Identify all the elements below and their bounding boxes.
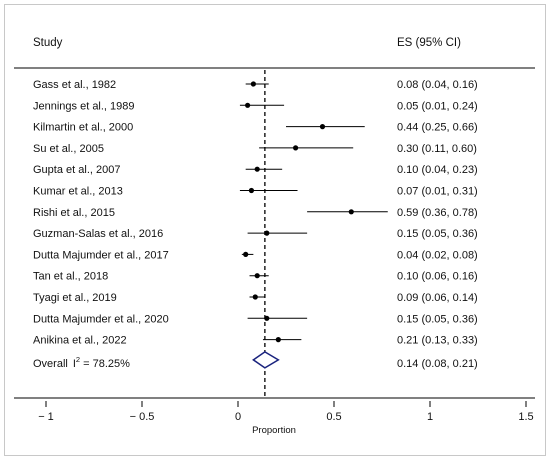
- study-row: Kumar et al., 2013 0.07 (0.01, 0.31): [33, 186, 478, 198]
- study-es-text: 0.15 (0.05, 0.36): [397, 228, 478, 240]
- effect-size-point: [319, 124, 326, 130]
- study-es-text: 0.07 (0.01, 0.31): [397, 186, 478, 198]
- study-row: Gass et al., 1982 0.08 (0.04, 0.16): [33, 79, 478, 91]
- study-es-text: 0.05 (0.01, 0.24): [397, 100, 478, 112]
- study-name: Tyagi et al., 2019: [33, 292, 117, 304]
- overall-es-text: 0.14 (0.08, 0.21): [397, 358, 478, 370]
- i2-superscript: 2: [76, 355, 80, 364]
- effect-size-point: [250, 81, 256, 87]
- study-es-text: 0.08 (0.04, 0.16): [397, 79, 478, 91]
- figure-border: [4, 4, 546, 456]
- study-es-text: 0.10 (0.04, 0.23): [397, 164, 478, 176]
- study-name: Jennings et al., 1989: [33, 100, 135, 112]
- study-name: Dutta Majumder et al., 2017: [33, 249, 169, 261]
- study-name: Guzman-Salas et al., 2016: [33, 228, 163, 240]
- study-name: Kilmartin et al., 2000: [33, 122, 133, 134]
- overall-row: Overall I2 = 78.25% 0.14 (0.08, 0.21): [33, 351, 478, 370]
- study-row: Gupta et al., 2007 0.10 (0.04, 0.23): [33, 164, 478, 176]
- effect-size-point: [348, 209, 354, 215]
- study-es-text: 0.15 (0.05, 0.36): [397, 313, 478, 325]
- effect-size-point: [264, 230, 270, 236]
- effect-size-point: [254, 273, 260, 279]
- x-tick-label: 1: [427, 411, 433, 423]
- study-name: Gass et al., 1982: [33, 79, 116, 91]
- study-row: Tyagi et al., 2019 0.09 (0.06, 0.14): [33, 292, 478, 304]
- study-row: Anikina et al., 2022 0.21 (0.13, 0.33): [33, 335, 478, 347]
- study-row: Su et al., 2005 0.30 (0.11, 0.60): [33, 143, 477, 155]
- study-row: Tan et al., 2018 0.10 (0.06, 0.16): [33, 271, 478, 283]
- x-axis-title: Proportion: [252, 425, 296, 436]
- study-es-text: 0.30 (0.11, 0.60): [397, 143, 477, 155]
- overall-diamond: [252, 351, 280, 369]
- x-tick-label: 0.5: [326, 411, 341, 423]
- effect-size-point: [254, 166, 260, 172]
- study-name: Dutta Majumder et al., 2020: [33, 313, 169, 325]
- study-name: Rishi et al., 2015: [33, 207, 115, 219]
- x-tick-label: − 1: [38, 411, 54, 423]
- header-es: ES (95% CI): [397, 37, 461, 49]
- study-es-text: 0.21 (0.13, 0.33): [397, 335, 478, 347]
- study-name: Anikina et al., 2022: [33, 335, 127, 347]
- study-row: Kilmartin et al., 2000 0.44 (0.25, 0.66): [33, 122, 478, 134]
- study-row: Guzman-Salas et al., 2016 0.15 (0.05, 0.3…: [33, 228, 478, 240]
- study-name: Gupta et al., 2007: [33, 164, 120, 176]
- header-study: Study: [33, 37, 63, 49]
- x-tick-label: − 0.5: [130, 411, 155, 423]
- x-tick-label: 0: [235, 411, 241, 423]
- x-tick-label: 1.5: [518, 411, 533, 423]
- effect-size-point: [245, 102, 251, 108]
- i2-letter: I: [73, 358, 76, 370]
- study-es-text: 0.59 (0.36, 0.78): [397, 207, 478, 219]
- effect-size-point: [252, 294, 258, 300]
- effect-size-point: [275, 337, 281, 343]
- i2-value: = 78.25%: [80, 358, 130, 370]
- study-row: Dutta Majumder et al., 2017 0.04 (0.02, 0…: [33, 249, 478, 261]
- study-row: Dutta Majumder et al., 2020 0.15 (0.05, 0…: [33, 313, 478, 325]
- study-name: Tan et al., 2018: [33, 271, 108, 283]
- overall-label: Overall I2 = 78.25%: [33, 355, 130, 370]
- study-rows: Gass et al., 1982 0.08 (0.04, 0.16) Jennin…: [33, 79, 478, 347]
- effect-size-point: [243, 251, 249, 257]
- x-axis: − 1 − 0.5 0 0.5 1 1.5: [38, 401, 534, 423]
- study-name: Su et al., 2005: [33, 143, 104, 155]
- study-es-text: 0.04 (0.02, 0.08): [397, 249, 478, 261]
- study-name: Kumar et al., 2013: [33, 186, 123, 198]
- study-es-text: 0.44 (0.25, 0.66): [397, 122, 478, 134]
- study-row: Rishi et al., 2015 0.59 (0.36, 0.78): [33, 207, 478, 219]
- effect-size-point: [248, 187, 255, 194]
- effect-size-point: [293, 145, 299, 151]
- overall-word: Overall: [33, 358, 68, 370]
- study-row: Jennings et al., 1989 0.05 (0.01, 0.24): [33, 100, 478, 112]
- effect-size-point: [264, 315, 270, 321]
- study-es-text: 0.09 (0.06, 0.14): [397, 292, 478, 304]
- study-es-text: 0.10 (0.06, 0.16): [397, 271, 478, 283]
